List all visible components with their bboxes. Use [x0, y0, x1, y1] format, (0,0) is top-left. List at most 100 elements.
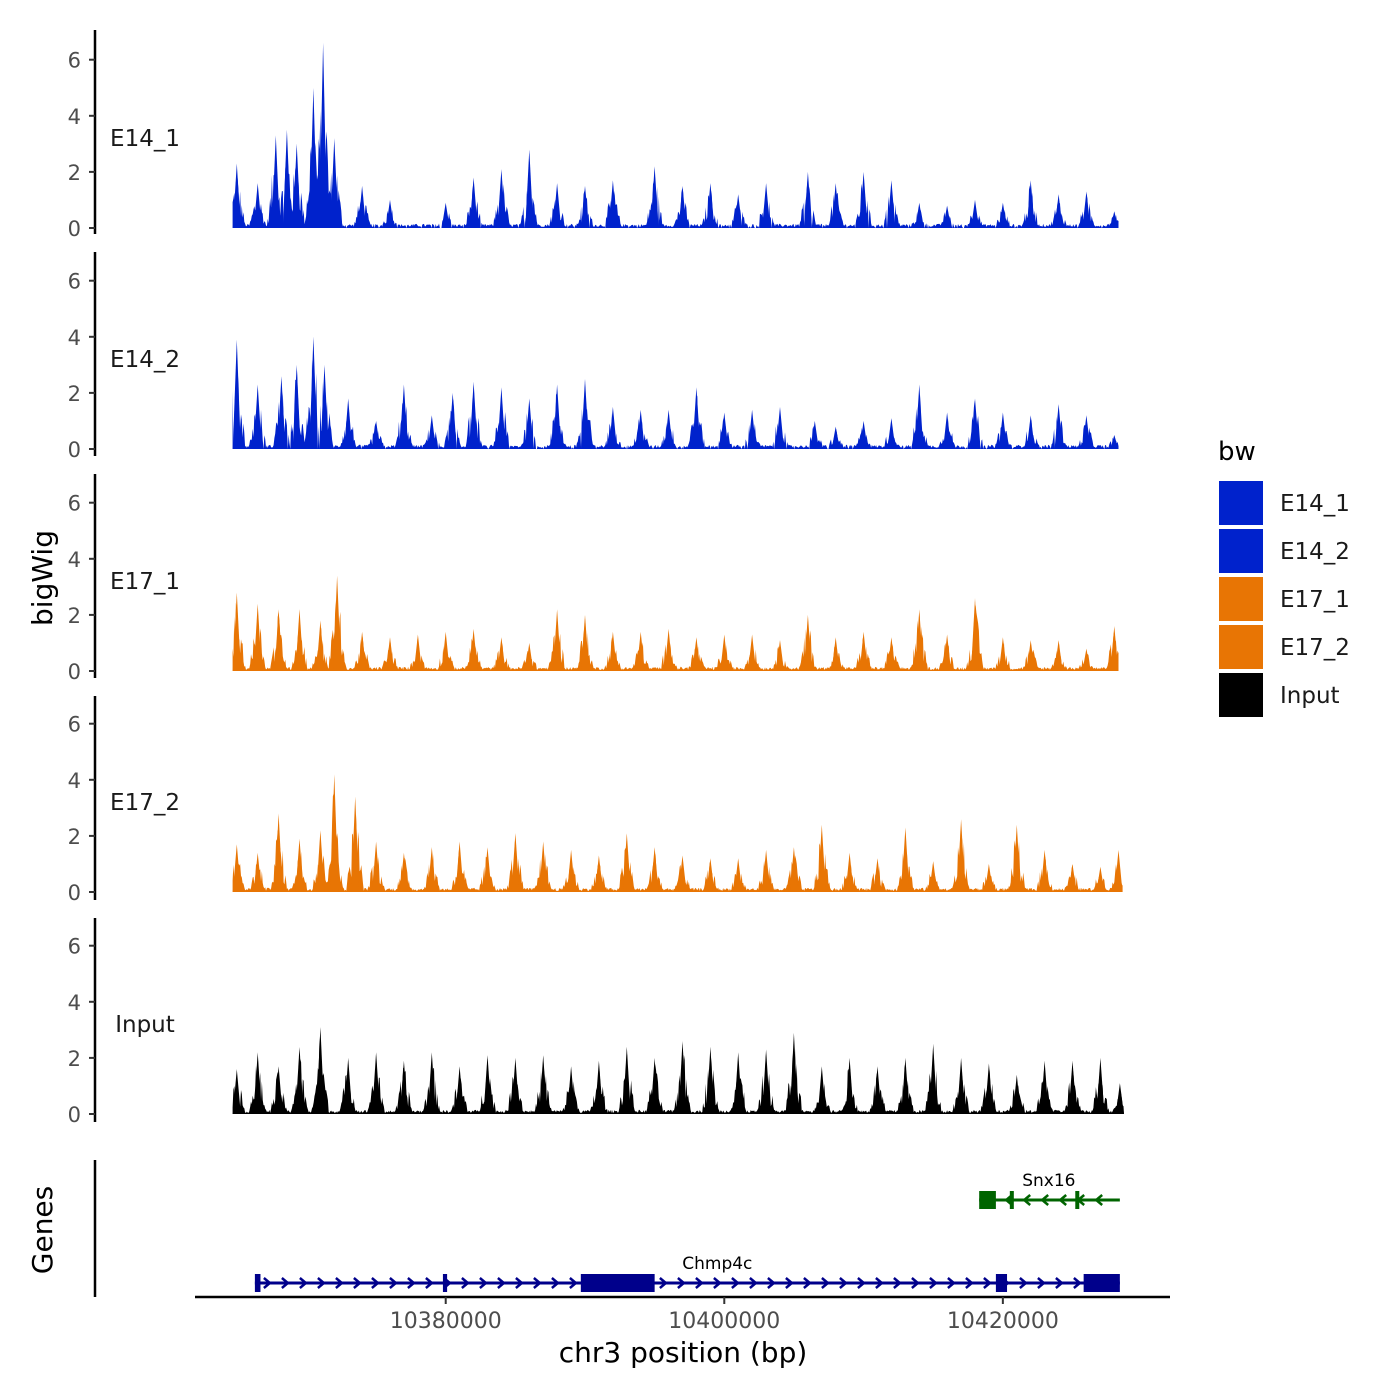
coverage-peak: [1068, 1060, 1077, 1114]
coverage-peak: [998, 202, 1007, 228]
strand-arrow: [929, 1277, 938, 1289]
coverage-peak: [399, 1060, 408, 1114]
legend: bw E14_1 E14_2 E17_1 E17_2 Input: [1217, 437, 1350, 719]
coverage-peak: [511, 1057, 520, 1114]
coverage-peak: [282, 129, 291, 228]
strand-arrow: [1055, 1277, 1064, 1289]
coverage-peak: [344, 398, 353, 449]
y-tick-label: 0: [68, 438, 81, 462]
coverage-peak: [650, 847, 659, 892]
strand-arrow: [281, 1277, 290, 1289]
legend-swatch: [1217, 671, 1265, 719]
coverage-peak: [1096, 1057, 1105, 1114]
strand-arrow: [263, 1277, 272, 1289]
legend-swatch: [1217, 623, 1265, 671]
coverage-peak: [678, 185, 687, 228]
coverage-peak: [274, 813, 283, 892]
strand-arrow: [1019, 1277, 1028, 1289]
coverage-peak: [859, 631, 868, 671]
x-tick-label: 10400000: [668, 1309, 780, 1334]
coverage-peak: [274, 1066, 283, 1114]
y-tick-label: 6: [68, 935, 81, 959]
y-tick-label: 2: [68, 825, 81, 849]
coverage-peak: [929, 1043, 938, 1114]
y-tick-label: 4: [68, 548, 81, 572]
strand-arrow: [875, 1277, 884, 1289]
coverage-peak: [803, 171, 812, 228]
exon: [1009, 1191, 1014, 1209]
strand-arrow: [515, 1277, 524, 1289]
strand-arrow: [695, 1277, 704, 1289]
coverage-peak: [762, 849, 771, 892]
coverage-peak: [789, 1032, 798, 1114]
coverage-peak: [1026, 640, 1035, 671]
coverage-peak: [253, 603, 262, 671]
coverage-peak: [232, 1069, 241, 1114]
y-axis-title: bigWig: [26, 530, 59, 626]
y-tick-label: 6: [68, 713, 81, 737]
coverage-peak: [581, 378, 589, 449]
coverage-peak: [497, 169, 506, 228]
gene-Chmp4c: Chmp4c: [254, 1254, 1120, 1292]
legend-item-E14_2: E14_2: [1217, 527, 1350, 575]
coverage-peak: [253, 183, 262, 228]
coverage-peak: [887, 180, 896, 228]
legend-item-Input: Input: [1217, 671, 1340, 719]
coverage-peak: [232, 163, 241, 228]
strand-arrow: [425, 1277, 434, 1289]
strand-arrow: [569, 1277, 578, 1289]
strand-arrow: [353, 1277, 362, 1289]
coverage-peak: [1012, 824, 1021, 892]
legend-item-E14_1: E14_1: [1217, 479, 1350, 527]
coverage-peak: [295, 1046, 304, 1114]
genes-axis-title: Genes: [26, 1186, 59, 1274]
coverage-peak: [316, 620, 325, 671]
coverage-peak: [333, 575, 342, 671]
coverage-peak: [943, 205, 952, 228]
coverage-peak: [957, 1057, 966, 1114]
track-E17_1: 0 2 4 6 E17_1: [68, 474, 1119, 684]
coverage-peak: [915, 384, 924, 449]
legend-label: E14_2: [1280, 539, 1350, 565]
coverage-peak: [1012, 1074, 1021, 1114]
coverage-peak: [817, 1066, 826, 1114]
track-E17_2: 0 2 4 6 E17_2: [68, 696, 1123, 905]
coverage-peak: [873, 1066, 882, 1114]
exon: [995, 1274, 1008, 1292]
exon: [580, 1274, 655, 1292]
coverage-peak: [859, 420, 868, 449]
legend-item-E17_1: E17_1: [1217, 575, 1350, 623]
coverage-peak: [399, 852, 408, 892]
coverage-peak: [622, 1046, 631, 1114]
y-tick-label: 2: [68, 604, 81, 628]
coverage-peak: [1082, 191, 1091, 228]
coverage-peak: [762, 183, 771, 228]
legend-entries: E14_1 E14_2 E17_1 E17_2 Input: [1217, 479, 1350, 719]
coverage-area: [232, 600, 1119, 671]
coverage-peak: [277, 376, 286, 449]
strand-arrow: [479, 1277, 488, 1289]
coverage-peak: [253, 384, 262, 449]
strand-arrow: [857, 1277, 866, 1289]
coverage-peak: [386, 637, 394, 671]
x-axis: 10380000 10400000 10420000: [195, 1295, 1170, 1334]
coverage-peak: [720, 634, 729, 671]
y-tick-label: 4: [68, 769, 81, 793]
exon: [442, 1274, 448, 1292]
coverage-peak: [271, 135, 280, 228]
coverage-peak: [274, 609, 283, 671]
strand-arrow: [389, 1277, 398, 1289]
coverage-peak: [386, 199, 394, 228]
y-tick-label: 4: [68, 105, 81, 129]
coverage-peak: [984, 1063, 993, 1114]
coverage-peak: [692, 387, 701, 449]
y-tick-label: 0: [68, 660, 81, 684]
coverage-peak: [427, 415, 436, 449]
legend-title: bw: [1218, 437, 1256, 467]
strand-arrow: [965, 1277, 974, 1289]
coverage-peak: [873, 858, 882, 892]
x-axis-title: chr3 position (bp): [559, 1336, 808, 1369]
y-tick-label: 0: [68, 217, 81, 241]
coverage-peak: [469, 177, 478, 228]
